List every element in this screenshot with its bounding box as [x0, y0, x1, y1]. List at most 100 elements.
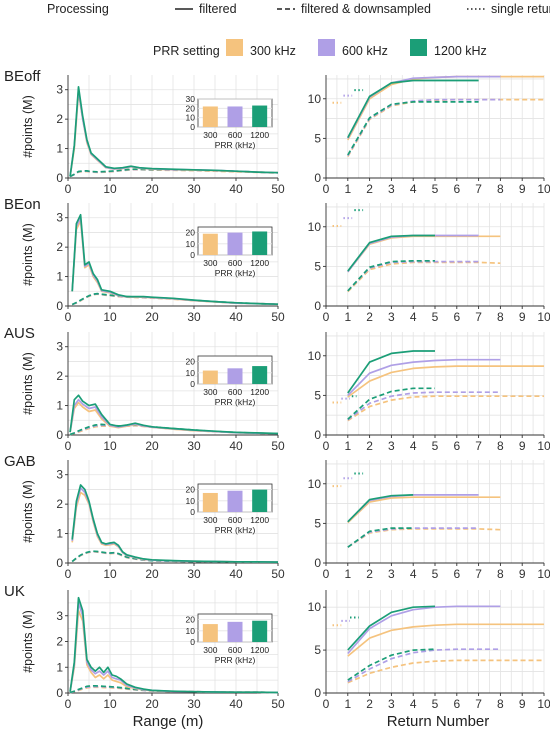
returns-x-tick-label: 10: [537, 439, 550, 453]
range-line-1200-filtered: [69, 85, 279, 177]
returns-y-tick-label: 5: [314, 516, 321, 530]
inset-x-label: PRR (kHz): [215, 268, 256, 278]
legend-prr-item-600: 600 kHz: [342, 44, 388, 58]
returns-y-tick-label: 0: [314, 686, 321, 700]
returns-x-tick-label: 6: [453, 310, 460, 324]
returns-x-tick-label: 4: [410, 439, 417, 453]
inset-bar-1200: [252, 105, 268, 127]
inset-y-tick-label: 10: [186, 113, 196, 123]
range-y-tick-label: 1: [56, 270, 63, 284]
inset-y-tick-label: 20: [186, 228, 196, 238]
legend-item-solid: filtered: [199, 2, 237, 16]
return-line-300-downsampled: [347, 659, 544, 684]
return-line-600-downsampled: [347, 391, 501, 421]
range-y-tick-label: 2: [56, 369, 63, 383]
dataset-label: GAB: [4, 453, 36, 470]
returns-x-tick-label: 4: [410, 567, 417, 581]
inset-x-tick-label: 1200: [250, 258, 269, 268]
dataset-label: BEoff: [4, 68, 41, 85]
returns-y-tick-label: 5: [314, 643, 321, 657]
returns-x-tick-label: 3: [388, 310, 395, 324]
return-line-300-downsampled: [347, 395, 544, 422]
inset-x-tick-label: 300: [203, 515, 217, 525]
returns-x-tick-label: 4: [410, 182, 417, 196]
returns-x-tick-label: 9: [519, 697, 526, 711]
range-y-tick-label: 2: [56, 240, 63, 254]
range-y-tick-label: 2: [56, 635, 63, 649]
return-line-1200-filtered: [347, 350, 435, 394]
returns-y-tick-label: 10: [308, 92, 322, 106]
inset-y-tick-label: 0: [190, 122, 195, 132]
returns-x-tick-label: 4: [410, 697, 417, 711]
returns-x-tick-label: 0: [323, 439, 330, 453]
returns-x-tick-label: 6: [453, 182, 460, 196]
return-line-300-filtered: [347, 623, 544, 657]
range-x-tick-label: 50: [271, 182, 285, 196]
inset-y-tick-label: 20: [186, 485, 196, 495]
legend-item-dotted: single returns: [491, 2, 550, 16]
returns-x-tick-label: 10: [537, 697, 550, 711]
range-x-tick-label: 0: [65, 182, 72, 196]
range-x-tick-label: 50: [271, 439, 285, 453]
range-line-1200-filtered: [69, 394, 279, 435]
returns-axis-label: Return Number: [387, 713, 490, 730]
inset-bar-300: [202, 370, 218, 384]
dataset-label: AUS: [4, 325, 35, 342]
return-line-1200-downsampled: [347, 387, 435, 420]
returns-y-tick-label: 5: [314, 388, 321, 402]
returns-y-tick-label: 0: [314, 556, 321, 570]
inset-x-tick-label: 1200: [250, 387, 269, 397]
inset-bar-300: [202, 233, 218, 255]
returns-x-tick-label: 0: [323, 310, 330, 324]
range-line-1200-filtered: [71, 484, 279, 563]
range-x-tick-label: 10: [103, 310, 117, 324]
range-x-tick-label: 40: [229, 182, 243, 196]
range-x-tick-label: 40: [229, 697, 243, 711]
inset-x-tick-label: 600: [228, 130, 242, 140]
returns-x-tick-label: 10: [537, 182, 550, 196]
return-line-600-downsampled: [347, 98, 501, 157]
inset-bar-300: [202, 624, 218, 642]
inset-bar-300: [202, 106, 218, 127]
inset-y-tick-label: 0: [190, 507, 195, 517]
range-line-1200-filtered: [69, 596, 279, 694]
inset-y-tick-label: 10: [186, 626, 196, 636]
range-x-tick-label: 40: [229, 310, 243, 324]
inset-y-tick-label: 0: [190, 637, 195, 647]
returns-y-tick-label: 0: [314, 299, 321, 313]
range-x-tick-label: 20: [145, 697, 159, 711]
range-x-tick-label: 10: [103, 182, 117, 196]
returns-x-tick-label: 5: [432, 567, 439, 581]
return-line-300-filtered: [347, 496, 501, 524]
inset-x-label: PRR (kHz): [215, 140, 256, 150]
inset-bar-600: [227, 106, 243, 127]
y-axis-label: #points (M): [21, 480, 35, 543]
returns-x-tick-label: 8: [497, 567, 504, 581]
returns-x-tick-label: 2: [366, 310, 373, 324]
range-x-tick-label: 30: [187, 567, 201, 581]
returns-x-tick-label: 7: [475, 439, 482, 453]
inset-x-label: PRR (kHz): [215, 655, 256, 665]
return-line-1200-downsampled: [347, 648, 436, 681]
range-x-tick-label: 0: [65, 697, 72, 711]
returns-x-tick-label: 2: [366, 567, 373, 581]
returns-x-tick-label: 6: [453, 439, 460, 453]
legend: Processing filtered filtered & downsampled…: [47, 2, 550, 58]
returns-x-tick-label: 0: [323, 697, 330, 711]
inset-x-tick-label: 300: [203, 645, 217, 655]
returns-x-tick-label: 9: [519, 182, 526, 196]
returns-x-tick-label: 3: [388, 439, 395, 453]
range-x-tick-label: 20: [145, 182, 159, 196]
inset-bar-600: [227, 621, 243, 642]
inset-bar-600: [227, 232, 243, 255]
range-x-tick-label: 20: [145, 310, 159, 324]
returns-x-tick-label: 6: [453, 567, 460, 581]
